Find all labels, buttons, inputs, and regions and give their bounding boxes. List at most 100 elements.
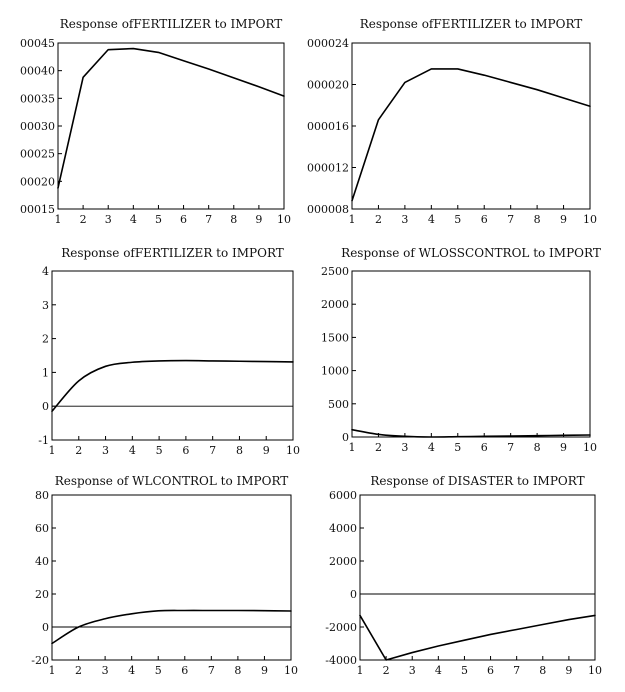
x-tick-label: 7 <box>507 441 514 454</box>
y-tick-label: 1000 <box>321 365 349 378</box>
x-tick-label: 2 <box>383 664 390 677</box>
y-tick-label: 4 <box>42 265 49 278</box>
y-tick-label: 0 <box>42 621 49 634</box>
x-tick-label: 7 <box>507 213 514 226</box>
x-tick-label: 6 <box>180 213 187 226</box>
x-tick-label: 4 <box>435 664 442 677</box>
y-tick-label: 00025 <box>20 148 55 161</box>
y-tick-label: -2000 <box>325 621 357 634</box>
x-tick-label: 9 <box>255 213 262 226</box>
x-tick-label: 4 <box>128 664 135 677</box>
y-tick-label: 000020 <box>307 79 349 92</box>
x-tick-label: 10 <box>284 664 298 677</box>
x-tick-label: 10 <box>583 213 597 226</box>
plot-frame <box>51 494 292 661</box>
chart-title: Response ofFERTILIZER to IMPORT <box>61 246 284 260</box>
y-tick-label: 6000 <box>329 489 357 502</box>
y-tick-label: 000016 <box>307 120 349 133</box>
chart-title: Response ofFERTILIZER to IMPORT <box>360 17 583 31</box>
x-tick-label: 9 <box>565 664 572 677</box>
x-tick-label: 1 <box>349 213 356 226</box>
y-tick-label: 00020 <box>20 175 55 188</box>
y-tick-label: 000008 <box>307 203 349 216</box>
y-tick-label: 00030 <box>20 120 55 133</box>
x-tick-label: 1 <box>49 444 56 457</box>
y-tick-label: 500 <box>328 398 349 411</box>
x-tick-label: 2 <box>375 441 382 454</box>
chart-title: Response ofFERTILIZER to IMPORT <box>60 17 283 31</box>
series-line <box>51 609 292 645</box>
series-line <box>351 68 591 202</box>
x-tick-label: 8 <box>230 213 237 226</box>
plot-frame <box>51 270 294 441</box>
plot-frame <box>359 494 596 661</box>
x-tick-label: 5 <box>461 664 468 677</box>
x-tick-label: 5 <box>454 213 461 226</box>
x-tick-label: 10 <box>286 444 300 457</box>
y-tick-label: 1 <box>42 366 49 379</box>
x-tick-label: 3 <box>409 664 416 677</box>
plot-frame <box>351 42 591 210</box>
y-tick-label: -4000 <box>325 654 357 667</box>
y-tick-label: 40 <box>35 555 49 568</box>
y-tick-label: 2500 <box>321 265 349 278</box>
x-tick-label: 8 <box>539 664 546 677</box>
x-tick-label: 8 <box>234 664 241 677</box>
x-tick-label: 1 <box>357 664 364 677</box>
x-tick-label: 1 <box>55 213 62 226</box>
x-tick-label: 6 <box>481 213 488 226</box>
y-tick-label: 00015 <box>20 203 55 216</box>
y-tick-label: 00045 <box>20 37 55 50</box>
x-tick-label: 4 <box>129 444 136 457</box>
x-tick-label: 6 <box>487 664 494 677</box>
x-tick-label: 5 <box>454 441 461 454</box>
x-tick-label: 10 <box>277 213 291 226</box>
x-tick-label: 6 <box>182 444 189 457</box>
x-tick-label: 8 <box>534 213 541 226</box>
x-tick-label: 5 <box>155 213 162 226</box>
chart-title: Response of WLCONTROL to IMPORT <box>55 474 289 488</box>
x-tick-label: 1 <box>49 664 56 677</box>
x-tick-label: 3 <box>105 213 112 226</box>
y-tick-label: 000024 <box>307 37 349 50</box>
x-tick-label: 8 <box>236 444 243 457</box>
x-tick-label: 7 <box>208 664 215 677</box>
x-tick-label: 1 <box>349 441 356 454</box>
y-tick-label: 000012 <box>307 162 349 175</box>
x-tick-label: 2 <box>75 444 82 457</box>
x-tick-label: 6 <box>181 664 188 677</box>
x-tick-label: 2 <box>80 213 87 226</box>
series-line <box>51 359 294 413</box>
series-line <box>57 47 285 189</box>
x-tick-label: 3 <box>401 441 408 454</box>
x-tick-label: 10 <box>588 664 602 677</box>
y-tick-label: -1 <box>38 434 49 447</box>
y-tick-label: 60 <box>35 522 49 535</box>
x-tick-label: 6 <box>481 441 488 454</box>
x-tick-label: 9 <box>261 664 268 677</box>
x-tick-label: 8 <box>534 441 541 454</box>
x-tick-label: 2 <box>375 213 382 226</box>
y-tick-label: 3 <box>42 299 49 312</box>
x-tick-label: 3 <box>401 213 408 226</box>
y-tick-label: 00035 <box>20 92 55 105</box>
x-tick-label: 4 <box>428 441 435 454</box>
x-tick-label: 5 <box>156 444 163 457</box>
y-tick-label: 0 <box>42 400 49 413</box>
x-tick-label: 7 <box>205 213 212 226</box>
x-tick-label: 7 <box>513 664 520 677</box>
y-tick-label: 20 <box>35 588 49 601</box>
y-tick-label: 2000 <box>321 298 349 311</box>
y-tick-label: 2000 <box>329 555 357 568</box>
y-tick-label: 00040 <box>20 65 55 78</box>
plot-frame <box>351 270 591 438</box>
x-tick-label: 9 <box>263 444 270 457</box>
x-tick-label: 4 <box>130 213 137 226</box>
y-tick-label: 2 <box>42 333 49 346</box>
y-tick-label: 0 <box>350 588 357 601</box>
series-line <box>359 614 596 661</box>
x-tick-label: 9 <box>560 213 567 226</box>
series-line <box>351 428 591 438</box>
chart-title: Response of DISASTER to IMPORT <box>370 474 584 488</box>
